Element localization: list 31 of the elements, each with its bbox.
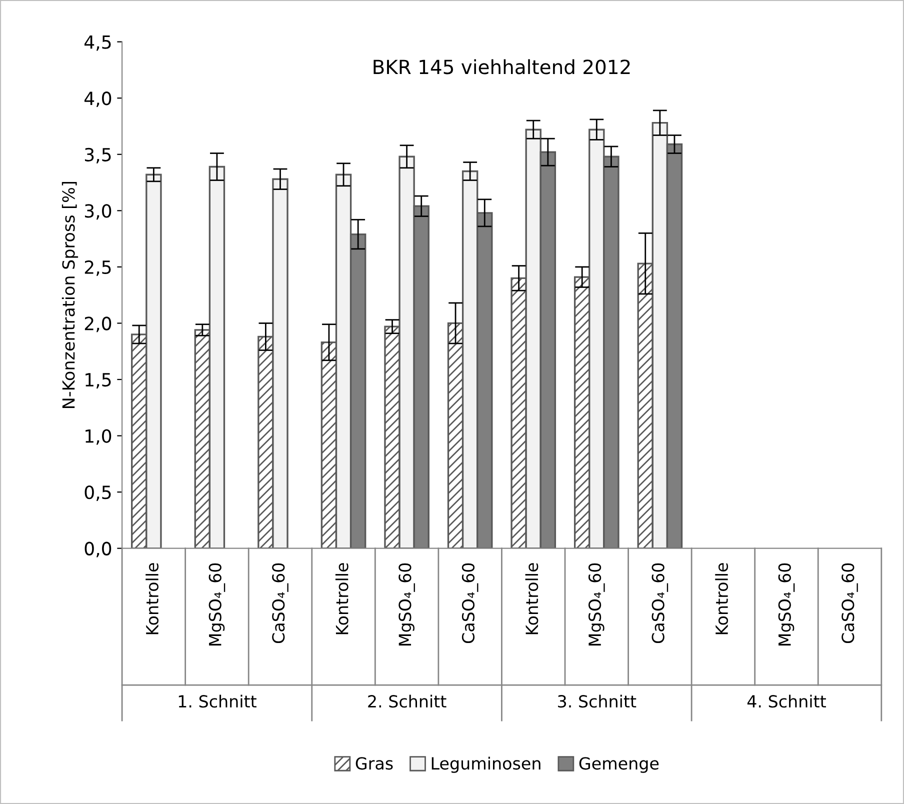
- y-tick-label: 3,0: [84, 204, 112, 220]
- y-tick-label: 2,5: [84, 260, 111, 276]
- y-tick-label: 3,5: [84, 148, 111, 164]
- y-axis-title: N-Konzentration Spross [%]: [62, 182, 78, 408]
- y-tick-label: 1,5: [86, 373, 111, 388]
- y-tick-label: 0,0: [84, 542, 112, 558]
- x-tick-label: Kontrolle: [715, 563, 728, 634]
- x-tick-label: MgSO₄_60: [778, 563, 795, 646]
- x-tick-label: CaSO₄_60: [652, 563, 668, 644]
- y-tick-label: 4,5: [84, 36, 111, 51]
- x-tick-label: CaSO₄_60: [462, 563, 478, 644]
- text: 3. Schnitt: [558, 694, 636, 708]
- legend-label: Gemenge: [579, 757, 659, 773]
- x-tick-label: CaSO₄_60: [272, 563, 288, 644]
- y-tick-label: 2,0: [84, 316, 112, 332]
- legend-label: Gras: [356, 757, 393, 770]
- x-tick-label: Kontrolle: [335, 563, 348, 634]
- y-tick-label: 0,5: [84, 486, 111, 502]
- text: 4. Schnitt: [747, 694, 826, 708]
- x-tick-label: MgSO₄_60: [588, 563, 605, 646]
- legend-label: Leguminosen: [432, 756, 540, 773]
- y-tick-label: 4,0: [84, 92, 112, 108]
- x-tick-label: Kontrolle: [525, 563, 538, 634]
- text: 2. Schnitt: [368, 694, 446, 708]
- text: BKR 145 viehhaltend 2012: [374, 59, 630, 74]
- x-tick-label: MgSO₄_60: [398, 563, 415, 646]
- y-tick-label: 1,0: [86, 429, 112, 445]
- text: 1. Schnitt: [178, 694, 256, 708]
- x-tick-label: MgSO₄_60: [208, 563, 226, 646]
- x-tick-label: Kontrolle: [146, 563, 159, 634]
- x-tick-label: CaSO₄_60: [842, 563, 858, 644]
